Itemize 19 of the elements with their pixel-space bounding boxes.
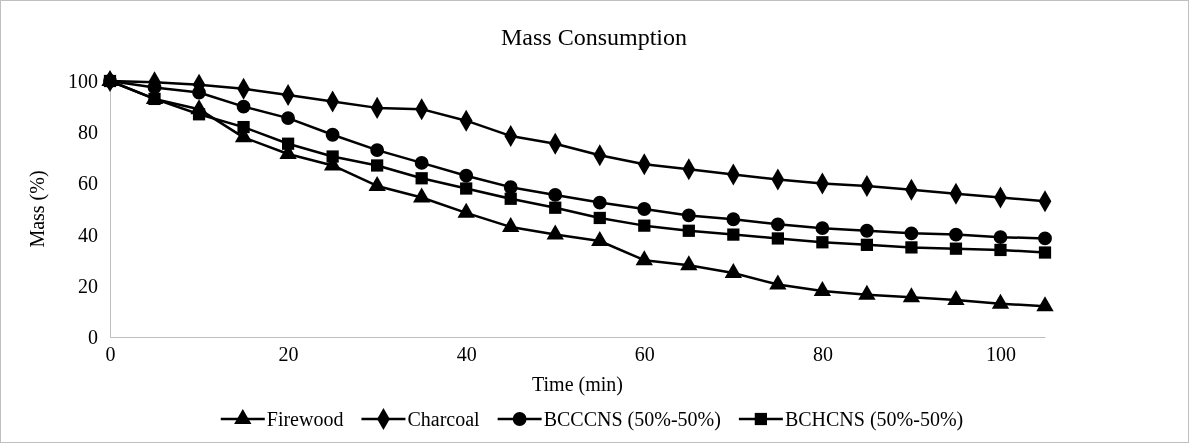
legend-label: Charcoal bbox=[407, 408, 481, 430]
legend-label: BCHCNS (50%-50%) bbox=[784, 408, 964, 431]
x-tick-label: 80 bbox=[812, 343, 833, 366]
chart-title: Mass Consumption bbox=[500, 24, 688, 50]
x-axis-title: Time (min) bbox=[532, 373, 623, 396]
legend-label: Firewood bbox=[266, 408, 344, 430]
x-tick-label: 60 bbox=[634, 343, 655, 366]
x-tick-label: 40 bbox=[456, 343, 477, 366]
y-tick-label: 40 bbox=[78, 223, 98, 246]
x-tick-label: 20 bbox=[278, 343, 299, 366]
y-tick-label: 100 bbox=[68, 69, 98, 92]
x-tick-label: 100 bbox=[985, 343, 1016, 366]
y-tick-label: 20 bbox=[78, 274, 98, 297]
y-tick-label: 60 bbox=[78, 172, 98, 195]
x-tick-label: 0 bbox=[105, 343, 116, 366]
y-tick-label: 0 bbox=[88, 325, 98, 348]
legend-label: BCCCNS (50%-50%) bbox=[543, 408, 721, 431]
y-tick-label: 80 bbox=[78, 121, 98, 144]
y-axis-title: Mass (%) bbox=[26, 170, 49, 248]
